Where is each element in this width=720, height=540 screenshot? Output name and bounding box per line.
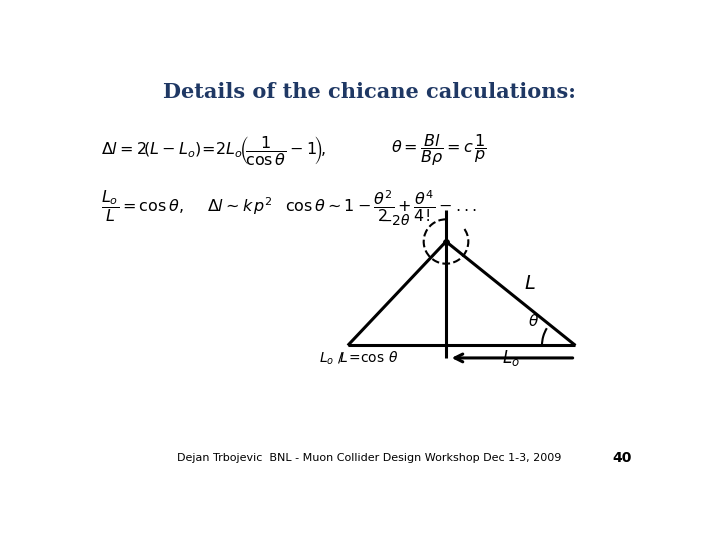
Text: $\theta = \dfrac{Bl}{B\rho} = c\,\dfrac{1}{p}$: $\theta = \dfrac{Bl}{B\rho} = c\,\dfrac{… xyxy=(392,132,487,168)
Text: $\cos\theta \sim 1 - \dfrac{\theta^2}{2} + \dfrac{\theta^4}{4!} - ...$: $\cos\theta \sim 1 - \dfrac{\theta^2}{2}… xyxy=(285,188,477,224)
Text: $-2\theta$: $-2\theta$ xyxy=(380,213,411,228)
Text: $\theta$: $\theta$ xyxy=(528,313,539,328)
Text: $L_o\ /\!L\!=\!\cos\,\theta$: $L_o\ /\!L\!=\!\cos\,\theta$ xyxy=(319,349,399,367)
Text: $L_o$: $L_o$ xyxy=(502,348,520,368)
Text: Details of the chicane calculations:: Details of the chicane calculations: xyxy=(163,82,575,102)
Text: $L$: $L$ xyxy=(524,274,536,293)
Text: 40: 40 xyxy=(612,451,631,465)
Text: Dejan Trbojevic  BNL - Muon Collider Design Workshop Dec 1-3, 2009: Dejan Trbojevic BNL - Muon Collider Desi… xyxy=(177,453,561,463)
Text: $\Delta l = 2\!\left(L - L_o\right)\!=\!2L_o\!\left(\!\dfrac{1}{\cos\theta} - 1\: $\Delta l = 2\!\left(L - L_o\right)\!=\!… xyxy=(101,133,326,166)
Text: $\dfrac{L_o}{L} = \cos\theta,$: $\dfrac{L_o}{L} = \cos\theta,$ xyxy=(101,188,184,224)
Text: $\Delta l \sim k\, p^2$: $\Delta l \sim k\, p^2$ xyxy=(207,195,273,217)
